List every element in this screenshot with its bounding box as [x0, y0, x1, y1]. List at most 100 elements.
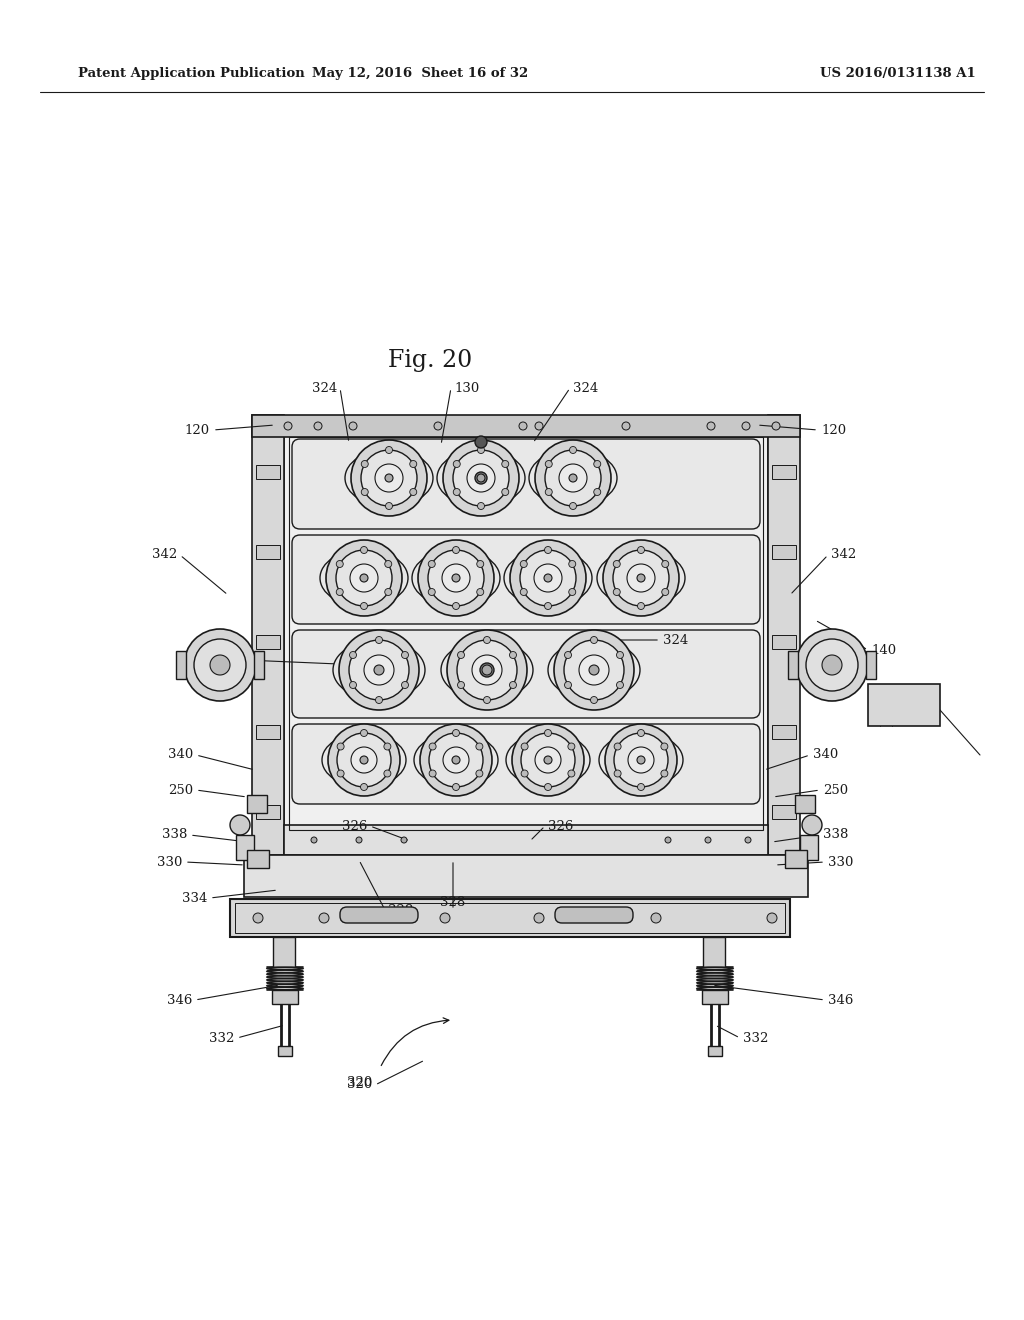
- Bar: [868, 684, 940, 726]
- Circle shape: [510, 652, 516, 659]
- Circle shape: [535, 440, 611, 516]
- Circle shape: [665, 837, 671, 843]
- Circle shape: [337, 733, 391, 787]
- Bar: [800, 836, 818, 861]
- Ellipse shape: [597, 549, 685, 606]
- Text: 328: 328: [388, 903, 414, 916]
- Bar: [772, 465, 796, 479]
- Circle shape: [520, 589, 527, 595]
- Text: 340: 340: [168, 748, 193, 762]
- Text: 326: 326: [342, 820, 367, 833]
- Circle shape: [482, 665, 492, 675]
- Circle shape: [614, 743, 622, 750]
- Circle shape: [429, 770, 436, 777]
- Bar: [772, 725, 796, 739]
- Bar: [795, 795, 815, 813]
- Bar: [768, 414, 800, 855]
- Circle shape: [568, 743, 574, 750]
- Circle shape: [603, 540, 679, 616]
- Text: 342: 342: [831, 549, 856, 561]
- Bar: [254, 651, 264, 678]
- Circle shape: [385, 474, 393, 482]
- Ellipse shape: [322, 733, 406, 787]
- Text: 324: 324: [311, 381, 337, 395]
- Circle shape: [796, 630, 868, 701]
- Circle shape: [284, 422, 292, 430]
- Bar: [230, 899, 790, 937]
- Circle shape: [742, 422, 750, 430]
- Ellipse shape: [506, 733, 590, 787]
- Circle shape: [802, 814, 822, 836]
- Circle shape: [660, 770, 668, 777]
- Circle shape: [452, 574, 460, 582]
- Bar: [236, 836, 254, 861]
- Bar: [284, 425, 768, 830]
- Ellipse shape: [345, 450, 433, 507]
- Bar: [772, 805, 796, 818]
- Text: 120: 120: [821, 424, 846, 437]
- Circle shape: [385, 503, 392, 510]
- Circle shape: [554, 630, 634, 710]
- Circle shape: [349, 422, 357, 430]
- Circle shape: [457, 640, 517, 700]
- Bar: [284, 825, 768, 855]
- Circle shape: [535, 422, 543, 430]
- Text: 330: 330: [157, 855, 182, 869]
- Circle shape: [614, 770, 622, 777]
- Circle shape: [361, 450, 417, 506]
- Circle shape: [707, 422, 715, 430]
- Circle shape: [475, 473, 487, 484]
- Text: 338: 338: [823, 829, 848, 842]
- Circle shape: [326, 540, 402, 616]
- Text: 346: 346: [828, 994, 853, 1006]
- Circle shape: [184, 630, 256, 701]
- Text: 340: 340: [813, 748, 839, 762]
- Circle shape: [568, 561, 575, 568]
- Circle shape: [443, 747, 469, 774]
- Circle shape: [545, 602, 552, 610]
- Circle shape: [510, 540, 586, 616]
- Circle shape: [605, 723, 677, 796]
- Text: Fig. 20: Fig. 20: [388, 348, 472, 371]
- Ellipse shape: [437, 450, 525, 507]
- Bar: [785, 850, 807, 869]
- Text: 320: 320: [347, 1078, 372, 1092]
- Circle shape: [349, 681, 356, 689]
- FancyBboxPatch shape: [292, 630, 760, 718]
- Circle shape: [467, 465, 495, 492]
- Bar: [256, 465, 280, 479]
- Text: 130: 130: [454, 381, 479, 395]
- Text: US 2016/0131138 A1: US 2016/0131138 A1: [820, 67, 976, 81]
- Circle shape: [535, 747, 561, 774]
- Circle shape: [442, 564, 470, 591]
- Circle shape: [360, 756, 368, 764]
- Ellipse shape: [504, 549, 592, 606]
- Bar: [866, 651, 876, 678]
- Circle shape: [349, 652, 356, 659]
- Circle shape: [613, 550, 669, 606]
- Bar: [256, 635, 280, 649]
- Circle shape: [477, 474, 485, 482]
- Circle shape: [510, 681, 516, 689]
- Circle shape: [534, 913, 544, 923]
- Text: 130: 130: [217, 653, 242, 667]
- Text: 334: 334: [181, 891, 207, 904]
- Circle shape: [638, 730, 644, 737]
- Circle shape: [328, 723, 400, 796]
- Circle shape: [339, 630, 419, 710]
- FancyBboxPatch shape: [340, 907, 418, 923]
- Circle shape: [454, 461, 460, 467]
- Circle shape: [420, 723, 492, 796]
- Text: 324: 324: [663, 634, 688, 647]
- Circle shape: [356, 837, 362, 843]
- Circle shape: [767, 913, 777, 923]
- Bar: [788, 651, 798, 678]
- Circle shape: [483, 636, 490, 644]
- Circle shape: [385, 561, 392, 568]
- Circle shape: [569, 503, 577, 510]
- Circle shape: [375, 465, 403, 492]
- Circle shape: [594, 461, 601, 467]
- Circle shape: [360, 602, 368, 610]
- Circle shape: [476, 743, 483, 750]
- Circle shape: [745, 837, 751, 843]
